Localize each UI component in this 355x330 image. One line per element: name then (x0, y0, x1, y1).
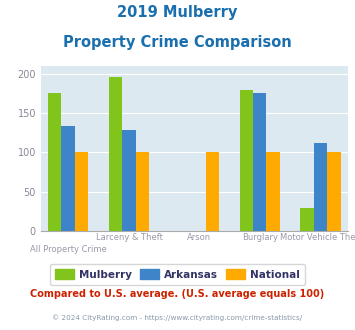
Bar (61, 126, 75, 231)
Bar (75, 152, 88, 231)
Text: Motor Vehicle Theft: Motor Vehicle Theft (280, 233, 355, 242)
Bar (136, 152, 149, 231)
Text: Property Crime Comparison: Property Crime Comparison (63, 35, 292, 50)
Text: © 2024 CityRating.com - https://www.cityrating.com/crime-statistics/: © 2024 CityRating.com - https://www.city… (53, 314, 302, 321)
Bar (300, 208, 314, 231)
Bar (266, 152, 280, 231)
Bar (253, 93, 266, 231)
Bar (240, 90, 253, 231)
Text: 2019 Mulberry: 2019 Mulberry (117, 5, 238, 20)
Bar (109, 77, 122, 231)
Legend: Mulberry, Arkansas, National: Mulberry, Arkansas, National (50, 264, 305, 285)
Bar (48, 93, 61, 231)
Text: Larceny & Theft: Larceny & Theft (95, 233, 163, 242)
Bar (314, 143, 327, 231)
Text: Arson: Arson (187, 233, 211, 242)
Text: All Property Crime: All Property Crime (30, 245, 106, 254)
Bar (327, 152, 340, 231)
Bar (206, 152, 219, 231)
Text: Compared to U.S. average. (U.S. average equals 100): Compared to U.S. average. (U.S. average … (31, 289, 324, 299)
Text: Burglary: Burglary (242, 233, 278, 242)
Bar (122, 130, 136, 231)
